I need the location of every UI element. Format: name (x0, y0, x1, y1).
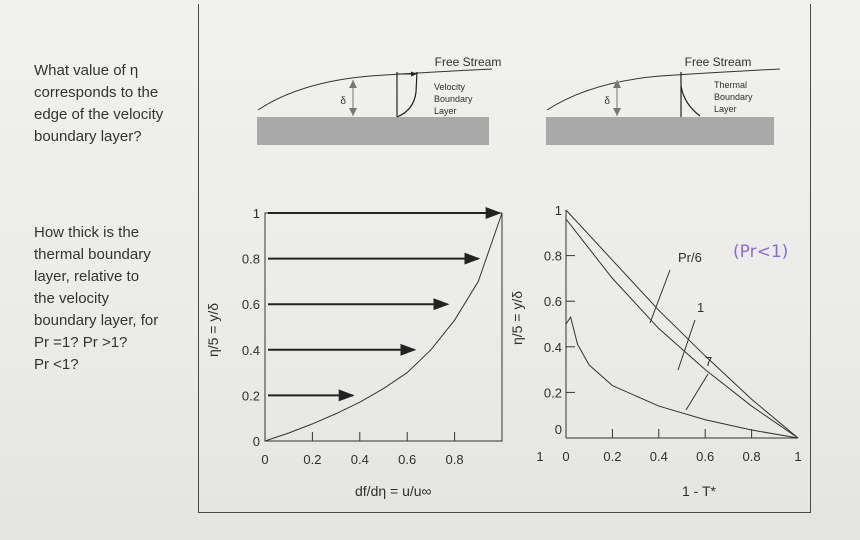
delta-arrowheads (349, 80, 357, 116)
x-tick-label: 0.4 (351, 452, 369, 467)
velocity-curve (264, 212, 503, 442)
series-curve (565, 209, 799, 439)
x-tick-label: 0 (562, 449, 569, 464)
handwritten-note: (Pr<1) (733, 242, 788, 262)
figure-frame (198, 4, 811, 513)
layer-label-1: Thermal (714, 80, 747, 90)
question-thermal-thickness: How thick is the thermal boundary layer,… (34, 224, 159, 373)
series-label: 7 (705, 354, 712, 369)
layer-label-3: Layer (434, 106, 457, 116)
x-axis-label: df/dη = u/u∞ (355, 483, 432, 499)
leader-line (677, 319, 696, 371)
delta-arrowheads (613, 80, 621, 116)
free-stream-label: Free Stream (435, 55, 502, 69)
layer-label-2: Boundary (714, 92, 753, 102)
series-label: Pr/6 (678, 250, 702, 265)
x-tick-label: 1 (794, 449, 801, 464)
x-tick-label: 0.8 (743, 449, 761, 464)
layer-label-3: Layer (714, 104, 737, 114)
temperature-profile-chart: 1 - T* η/5 = y/δ (Pr<1) 0 0.2 0.4 0.6 0.8 100… (509, 203, 802, 499)
x-tick-label: 0.4 (650, 449, 668, 464)
series-curve (565, 315, 799, 439)
boundary-layer-edge (257, 68, 493, 111)
plot-area (264, 212, 503, 442)
y-tick-label: 1 (253, 206, 260, 221)
y-tick-label: 0.6 (242, 297, 260, 312)
leader-line (685, 373, 709, 411)
x-tick-label: 0.8 (446, 452, 464, 467)
free-stream-label: Free Stream (685, 55, 752, 69)
x-tick-label: 0.2 (603, 449, 621, 464)
delta-symbol: δ (604, 96, 610, 107)
y-tick-label: 0 (555, 422, 562, 437)
x-tick-label: 0.6 (696, 449, 714, 464)
y-axis-label: η/5 = y/δ (205, 303, 221, 357)
velocity-boundary-layer-diagram: Free Stream δ Velocity Boundary Layer (257, 55, 501, 145)
x-axis-label: 1 - T* (682, 483, 717, 499)
y-axis-label: η/5 = y/δ (509, 291, 525, 345)
y-tick-label: 0.8 (242, 252, 260, 267)
thermal-layer-edge (546, 68, 781, 111)
x-tick-label: 0.6 (398, 452, 416, 467)
x-tick-label: 0 (261, 452, 268, 467)
layer-label-1: Velocity (434, 82, 466, 92)
velocity-profile-chart: df/dη = u/u∞ η/5 = y/δ 0 0.2 0.4 0.6 0.8 0 0.2… (205, 206, 503, 499)
question-velocity-edge: What value of η corresponds to the edge … (34, 62, 164, 145)
temperature-profile (680, 85, 701, 117)
series-label: 1 (697, 300, 704, 315)
y-tick-label: 0.4 (242, 343, 260, 358)
series-curve (565, 218, 799, 439)
wall-plate (546, 117, 774, 145)
wall-plate (257, 117, 489, 145)
velocity-profile (396, 71, 418, 118)
x-tick-label: 0.2 (303, 452, 321, 467)
y-tick-label: 0.4 (544, 340, 562, 355)
x-tick-label-extra: 1 (536, 449, 543, 464)
y-tick-label: 0.8 (544, 249, 562, 264)
y-tick-label: 0.6 (544, 294, 562, 309)
layer-label-2: Boundary (434, 94, 473, 104)
y-tick-label: 0.2 (544, 385, 562, 400)
thermal-boundary-layer-diagram: Free Stream δ Thermal Boundary Layer (546, 55, 781, 145)
delta-symbol: δ (340, 96, 346, 107)
y-tick-label: 1 (555, 203, 562, 218)
y-tick-label: 0 (253, 434, 260, 449)
leader-line (649, 269, 671, 324)
y-tick-label: 0.2 (242, 388, 260, 403)
